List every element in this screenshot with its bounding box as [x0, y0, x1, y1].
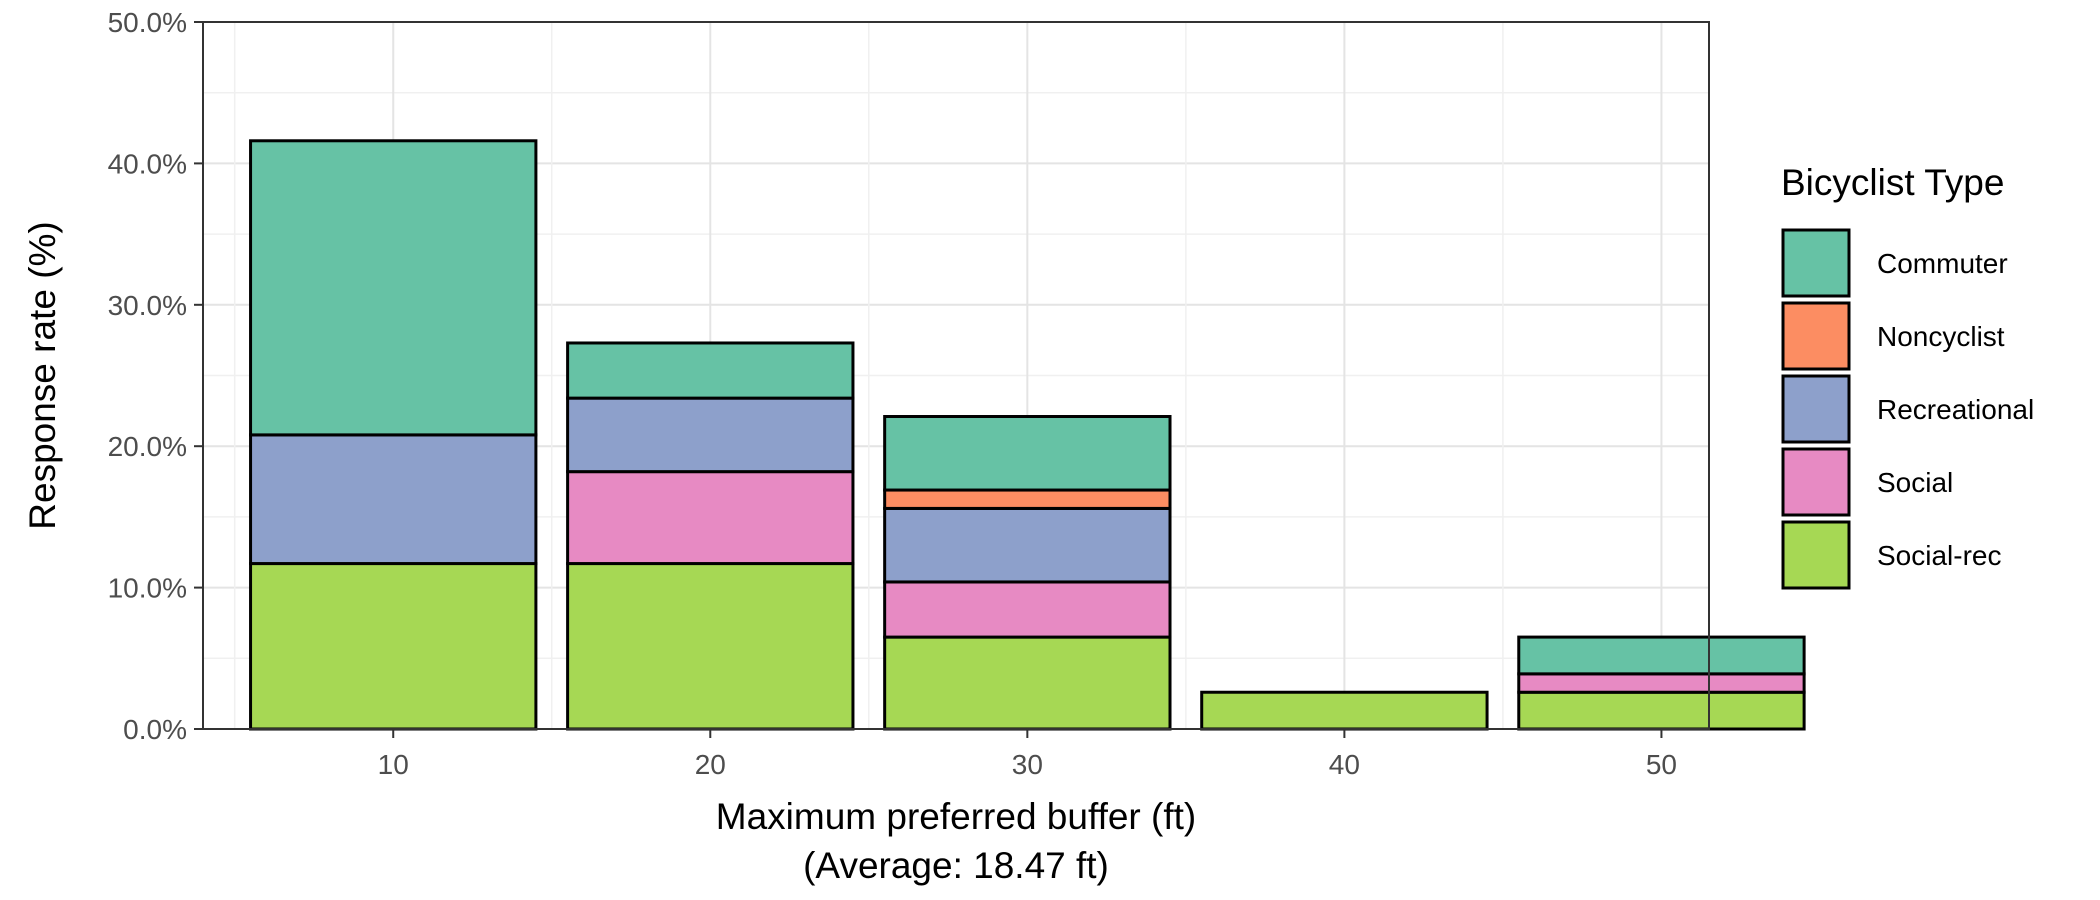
bar-segment-recreational	[249, 433, 538, 566]
bar-segment-commuter	[883, 415, 1172, 492]
legend-title: Bicyclist Type	[1781, 162, 2004, 203]
legend-label-recreational: Recreational	[1877, 394, 2034, 425]
legend-label-commuter: Commuter	[1877, 248, 2008, 279]
legend-label-noncyclist: Noncyclist	[1877, 321, 2005, 352]
y-tick-label: 0.0%	[123, 714, 187, 745]
y-tick-label: 20.0%	[108, 431, 187, 462]
bar-segment-social-rec	[883, 635, 1172, 731]
bar-segment-commuter	[566, 341, 855, 400]
x-axis-title: Maximum preferred buffer (ft)	[716, 796, 1196, 837]
bar-segment-social-rec	[249, 562, 538, 731]
legend-key-commuter	[1781, 228, 1851, 298]
legend-key-social-rec	[1781, 520, 1851, 590]
bar-segment-social-rec	[566, 562, 855, 731]
y-tick-label: 50.0%	[108, 7, 187, 38]
y-tick-label: 40.0%	[108, 148, 187, 179]
legend-label-social-rec: Social-rec	[1877, 540, 2001, 571]
y-axis-title: Response rate (%)	[22, 221, 63, 529]
bar-segment-social-rec	[1517, 690, 1806, 731]
x-tick-label: 40	[1329, 749, 1360, 780]
bars	[249, 139, 1806, 731]
bar-segment-social-rec	[1200, 690, 1489, 731]
bar-segment-commuter	[249, 139, 538, 437]
x-axis-subtitle: (Average: 18.47 ft)	[803, 845, 1109, 886]
y-tick-label: 30.0%	[108, 290, 187, 321]
bar-segment-recreational	[566, 396, 855, 474]
axes: 0.0% 10.0% 20.0% 30.0% 40.0% 50.0% 10 20 30 40 50	[108, 7, 1677, 780]
legend-key-social	[1781, 447, 1851, 517]
bar-segment-commuter	[1517, 635, 1806, 676]
x-tick-label: 10	[378, 749, 409, 780]
bar-segment-social	[883, 580, 1172, 639]
bar-segment-noncyclist	[883, 488, 1172, 510]
legend-key-noncyclist	[1781, 301, 1851, 371]
plot-panel-border	[202, 21, 1710, 730]
bar-segment-social	[566, 470, 855, 566]
x-tick-label: 20	[695, 749, 726, 780]
bar-segment-social	[1517, 672, 1806, 694]
legend-label-social: Social	[1877, 467, 1953, 498]
x-tick-label: 50	[1646, 749, 1677, 780]
x-tick-label: 30	[1012, 749, 1043, 780]
y-tick-label: 10.0%	[108, 573, 187, 604]
bar-segment-recreational	[883, 506, 1172, 584]
legend: Bicyclist Type Commuter Noncyclist Recreat…	[1781, 162, 2034, 590]
legend-key-recreational	[1781, 374, 1851, 444]
